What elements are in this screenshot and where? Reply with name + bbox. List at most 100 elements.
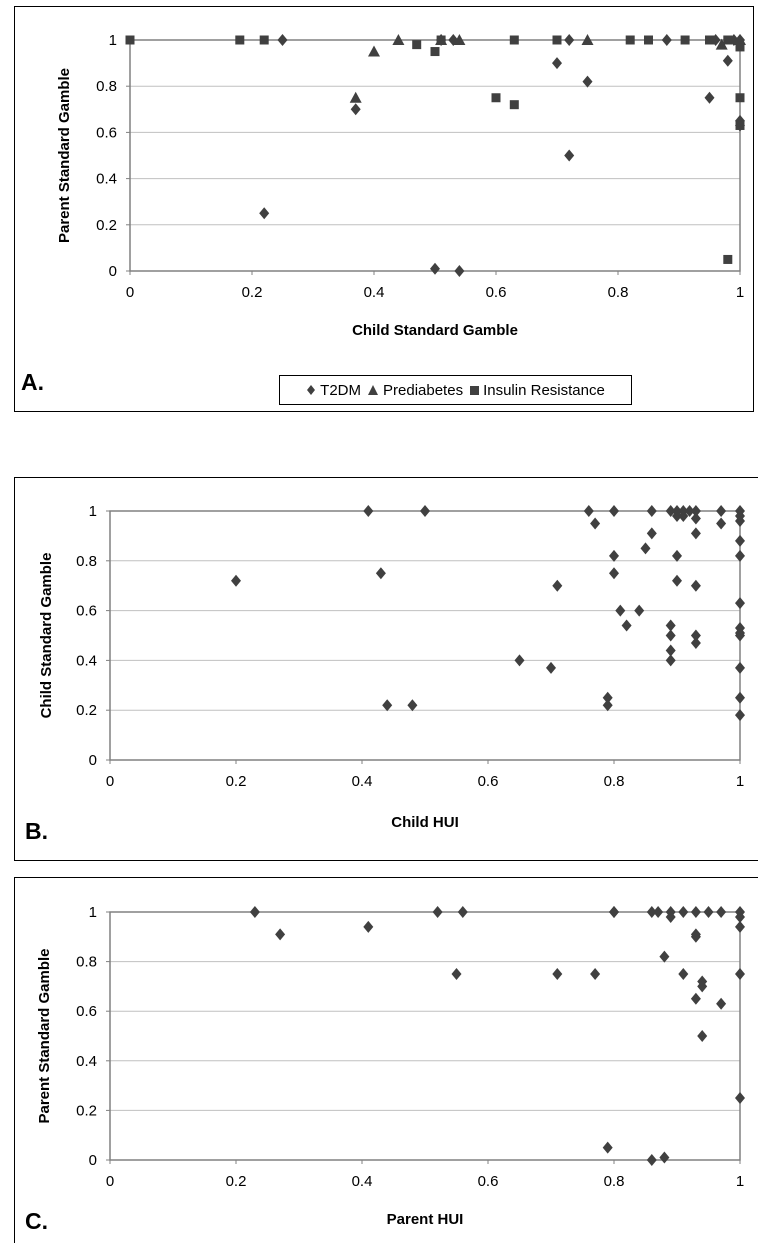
data-point-diamond	[672, 505, 682, 517]
y-tick-label: 0.8	[76, 954, 97, 971]
data-point-square	[735, 93, 745, 103]
data-point-diamond	[363, 505, 374, 517]
x-tick-label: 0.6	[478, 773, 499, 790]
data-point-diamond	[735, 1092, 745, 1104]
x-axis-label: Child Standard Gamble	[352, 322, 518, 339]
data-point-diamond	[590, 517, 601, 530]
data-point-diamond	[564, 149, 575, 162]
x-tick-label: 0.8	[608, 284, 629, 301]
data-point-diamond	[259, 207, 270, 220]
data-point-diamond	[661, 34, 672, 46]
x-tick-label: 0	[106, 773, 114, 790]
legend-item-prediabetes: Prediabetes	[367, 382, 463, 399]
chart-a: 0 0.2 0.4 0.6 0.8 1 0 0.2 0.4 0.6 0.8 1 Child Standa…	[56, 32, 746, 339]
data-point-triangle	[349, 91, 362, 103]
data-point-diamond	[382, 699, 393, 712]
data-point-diamond	[735, 661, 745, 674]
x-axis-label: Child HUI	[391, 814, 459, 831]
y-tick-label: 0	[89, 1152, 97, 1169]
data-point-diamond	[678, 906, 689, 918]
data-point-diamond	[646, 1154, 657, 1166]
data-point-diamond	[634, 604, 645, 617]
data-point-diamond	[678, 968, 689, 980]
panel-label-c: C.	[25, 1208, 48, 1234]
legend-label-prediabetes: Prediabetes	[383, 381, 464, 399]
data-point-diamond	[552, 57, 562, 70]
x-tick-label: 0.8	[604, 773, 625, 790]
data-point-diamond	[735, 534, 745, 547]
data-point-diamond	[420, 505, 430, 517]
y-tick-label: 0.8	[96, 78, 117, 95]
panel-c: 0 0.2 0.4 0.6 0.8 1 0 0.2 0.4 0.6 0.8 1 Parent HUI Pa…	[14, 877, 758, 1243]
data-point-diamond	[659, 1151, 670, 1164]
data-point-square	[430, 47, 440, 57]
data-point-diamond	[375, 567, 386, 580]
data-point-diamond	[690, 579, 701, 592]
data-point-diamond	[665, 629, 676, 642]
data-point-diamond	[640, 542, 651, 555]
data-point-diamond	[690, 636, 701, 649]
x-tick-label: 1	[736, 284, 744, 301]
data-point-square	[259, 35, 269, 45]
y-tick-label: 1	[89, 503, 97, 520]
data-point-square	[235, 35, 245, 45]
data-point-diamond	[678, 505, 689, 517]
data-point-square	[723, 35, 733, 45]
data-point-diamond	[546, 661, 556, 674]
y-axis-label: Child Standard Gamble	[38, 553, 55, 719]
x-tick-label: 0.2	[226, 773, 247, 790]
legend-label-insulin-resistance: Insulin Resistance	[483, 381, 605, 399]
y-tick-label: 0.6	[96, 124, 117, 141]
data-point-diamond	[722, 54, 733, 67]
x-tick-label: 0.2	[242, 284, 263, 301]
data-point-diamond	[590, 968, 601, 980]
data-point-diamond	[602, 1141, 613, 1154]
data-point-diamond	[552, 579, 563, 592]
data-point-diamond	[690, 930, 701, 943]
legend-label-t2dm: T2DM	[320, 381, 362, 399]
data-point-diamond	[690, 629, 701, 642]
chart-b: 0 0.2 0.4 0.6 0.8 1 0 0.2 0.4 0.6 0.8 1 Child HUI Chi…	[38, 503, 745, 831]
data-point-triangle	[734, 34, 746, 45]
panel-label-b: B.	[25, 818, 48, 844]
data-point-diamond	[659, 950, 670, 963]
data-point-diamond	[514, 654, 525, 667]
data-point-triangle	[392, 34, 405, 45]
data-point-diamond	[363, 920, 374, 933]
data-point-diamond	[690, 512, 701, 525]
data-point-diamond	[690, 992, 701, 1005]
data-point-square	[644, 35, 653, 45]
panel-a: 0 0.2 0.4 0.6 0.8 1 0 0.2 0.4 0.6 0.8 1 Child Standa…	[14, 6, 754, 412]
data-point-diamond	[350, 103, 361, 116]
data-point-diamond	[735, 514, 745, 527]
data-point-diamond	[609, 906, 619, 918]
chart-c: 0 0.2 0.4 0.6 0.8 1 0 0.2 0.4 0.6 0.8 1 Parent HUI Pa…	[36, 904, 745, 1228]
y-tick-label: 0	[89, 752, 97, 769]
data-point-diamond	[704, 91, 715, 104]
data-point-diamond	[735, 629, 745, 642]
data-point-diamond	[609, 505, 619, 517]
triangle-marker-icon	[368, 385, 379, 395]
data-point-diamond	[609, 567, 619, 580]
data-point-diamond	[583, 505, 594, 517]
data-point-diamond	[231, 574, 241, 587]
x-axis-label: Parent HUI	[387, 1211, 464, 1228]
data-point-diamond	[690, 527, 701, 540]
data-point-diamond	[672, 549, 682, 562]
data-point-diamond	[697, 980, 708, 993]
data-point-diamond	[454, 265, 465, 277]
y-tick-label: 0.8	[76, 553, 97, 570]
y-tick-label: 0.2	[96, 217, 117, 234]
x-tick-label: 0	[106, 1173, 114, 1190]
data-point-diamond	[697, 1030, 708, 1042]
data-point-diamond	[646, 527, 657, 540]
data-point-diamond	[665, 654, 676, 667]
data-point-diamond	[735, 691, 745, 704]
data-point-square	[552, 35, 562, 45]
y-tick-label: 1	[89, 904, 97, 921]
plot-frame	[129, 39, 741, 272]
x-tick-label: 0	[126, 284, 134, 301]
plot-frame	[109, 911, 741, 1161]
data-point-square	[412, 40, 422, 50]
data-point-diamond	[735, 968, 745, 980]
